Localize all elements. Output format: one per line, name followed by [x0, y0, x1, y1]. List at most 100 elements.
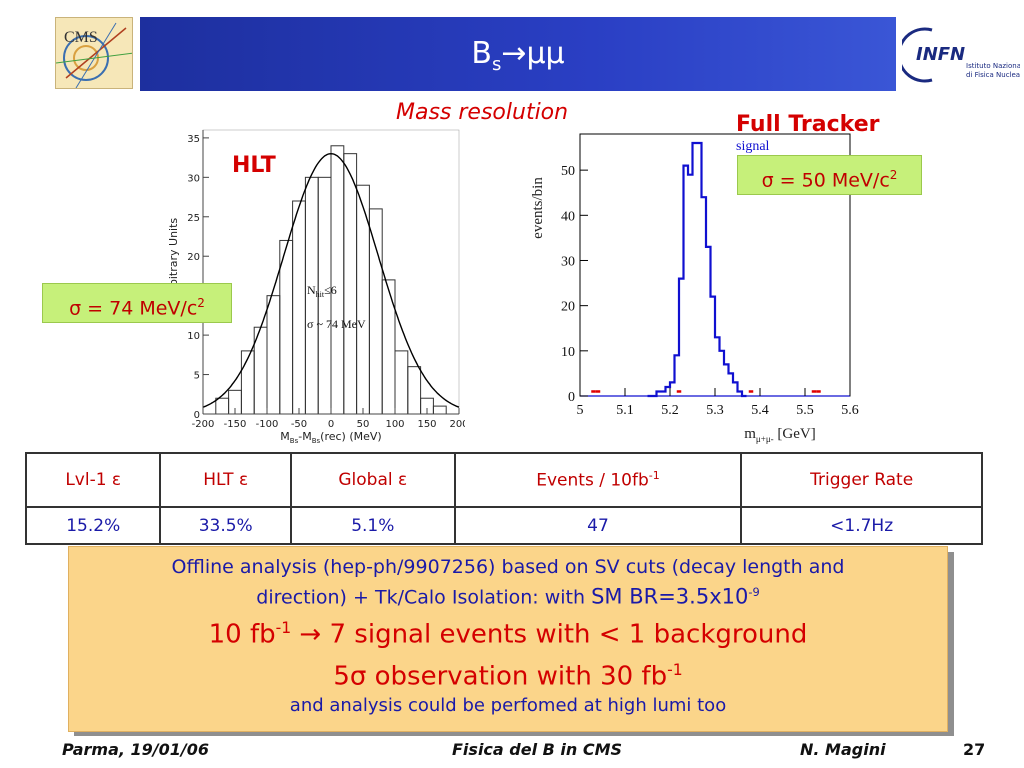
hlt-x-tick-label: 200	[449, 419, 465, 430]
table-header-row: Lvl-1 ε HLT ε Global ε Events / 10fb-1 T…	[24, 452, 983, 508]
footer-author: N. Magini	[800, 740, 886, 759]
table-header-events-sup: -1	[648, 469, 660, 483]
sigma-ft-text: σ = 50 MeV/c	[761, 169, 890, 192]
ft-x-tick-label: 5.3	[706, 403, 724, 418]
hlt-y-tick-label: 20	[187, 252, 200, 263]
title-sub: s	[491, 54, 502, 75]
hlt-histogram: -200-150-100-500501001502000510152025303…	[167, 129, 465, 445]
ft-x-tick-label: 5.5	[796, 403, 814, 418]
summary-line-2-b: SM BR=3.5x10	[591, 584, 749, 609]
hlt-y-tick-label: 5	[194, 371, 200, 382]
hlt-x-tick-label: 100	[385, 419, 404, 430]
footer-location-date: Parma, 19/01/06	[62, 740, 209, 759]
summary-line-5: and analysis could be perfomed at high l…	[289, 694, 727, 716]
infn-logo-sub1: Istituto Nazionale	[966, 62, 1020, 70]
table-header-cell: Trigger Rate	[740, 452, 983, 508]
title-rest: →μμ	[501, 36, 565, 71]
hlt-annotation-nhit-main: N	[307, 283, 316, 297]
ft-x-label-main: m	[744, 426, 756, 442]
table-cell: 33.5%	[159, 506, 292, 545]
hlt-x-tick-label: -150	[224, 419, 247, 430]
summary-line-3-a: 10 fb	[208, 619, 276, 650]
infn-logo: INFN Istituto Nazionale di Fisica Nuclea…	[897, 22, 1024, 86]
table-header-events-text: Events / 10fb	[536, 470, 649, 491]
summary-line-2-a: direction) + Tk/Calo Isolation: with	[256, 586, 592, 609]
infn-logo-text: INFN	[916, 44, 965, 65]
sigma-hlt-box: σ = 74 MeV/c2	[42, 283, 232, 323]
title-bar	[140, 17, 896, 91]
hlt-x-label-end: (rec) (MeV)	[320, 430, 382, 443]
hlt-label: HLT	[232, 153, 276, 178]
ft-x-tick-label: 5.2	[661, 403, 679, 418]
hlt-x-label-sub2: Bs	[312, 437, 321, 445]
ft-legend-signal: signal	[736, 139, 770, 154]
hlt-annotation-nhit: Nhit≤6	[307, 283, 337, 299]
hlt-y-tick-label: 35	[187, 134, 200, 145]
slide-title: Bs→μμ	[140, 17, 896, 91]
sigma-hlt-text: σ = 74 MeV/c	[69, 297, 198, 320]
ft-x-tick-label: 5.4	[751, 403, 769, 418]
infn-logo-sub2: di Fisica Nucleare	[966, 71, 1020, 79]
table-row: 15.2% 33.5% 5.1% 47 <1.7Hz	[24, 506, 983, 545]
summary-line-3-sup: -1	[275, 619, 292, 638]
summary-line-4: 5σ observation with 30 fb-1	[69, 653, 947, 694]
ft-y-tick-label: 10	[561, 345, 575, 360]
hlt-y-tick-label: 10	[187, 331, 200, 342]
ft-x-tick-label: 5.1	[616, 403, 634, 418]
page-number: 27	[963, 740, 986, 759]
table-cell: 15.2%	[24, 506, 162, 545]
table-header-cell: HLT ε	[159, 452, 292, 508]
hlt-annotation-sigma: σ ~ 74 MeV	[307, 317, 366, 331]
hlt-x-tick-label: -50	[291, 419, 307, 430]
hlt-gaussian-fit	[202, 152, 460, 408]
hlt-x-tick-label: -100	[256, 419, 279, 430]
table-header-cell: Lvl-1 ε	[24, 452, 162, 508]
summary-line-3-b: → 7 signal events with < 1 background	[291, 619, 808, 650]
table-header-cell: Events / 10fb-1	[453, 452, 743, 508]
hlt-x-label-sub1: Bs	[290, 437, 299, 445]
footer-title: Fisica del B in CMS	[452, 740, 623, 759]
full-tracker-label: Full Tracker	[736, 112, 880, 137]
ft-x-tick-label: 5.6	[841, 403, 859, 418]
summary-line-2: direction) + Tk/Calo Isolation: with SM …	[69, 580, 947, 610]
sigma-hlt-sup: 2	[197, 296, 205, 310]
cms-logo: CMS	[55, 17, 133, 89]
summary-line-2-sup: -9	[748, 585, 760, 599]
summary-line-4-a: 5σ observation with 30 fb	[333, 661, 668, 692]
table-header-cell: Global ε	[289, 452, 456, 508]
table-cell: 47	[453, 506, 743, 545]
hlt-y-tick-label: 25	[187, 213, 200, 224]
ft-signal-histogram	[647, 141, 747, 398]
ft-y-label: events/bin	[530, 177, 546, 239]
table-cell: 5.1%	[289, 506, 456, 545]
ft-y-tick-label: 40	[561, 209, 575, 224]
summary-box: Offline analysis (hep-ph/9907256) based …	[68, 546, 948, 732]
cms-logo-text: CMS	[64, 29, 98, 46]
table-cell: <1.7Hz	[740, 506, 983, 545]
ft-x-label-end: [GeV]	[774, 426, 816, 442]
hlt-x-label-mid: -M	[298, 430, 311, 443]
summary-line-3: 10 fb-1 → 7 signal events with < 1 backg…	[69, 610, 947, 653]
ft-y-tick-label: 0	[568, 390, 575, 405]
hlt-annotation-nhit-end: ≤6	[324, 283, 337, 297]
ft-y-tick-label: 30	[561, 254, 575, 269]
ft-y-tick-label: 50	[561, 164, 575, 179]
hlt-x-tick-label: 50	[357, 419, 370, 430]
summary-line-4-sup: -1	[667, 660, 683, 679]
efficiency-table: Lvl-1 ε HLT ε Global ε Events / 10fb-1 T…	[24, 452, 983, 545]
hlt-x-tick-label: -200	[192, 419, 215, 430]
hlt-y-tick-label: 30	[187, 173, 200, 184]
hlt-x-label-main: M	[280, 430, 290, 443]
ft-y-tick-label: 20	[561, 300, 575, 315]
hlt-x-tick-label: 0	[328, 419, 334, 430]
sigma-ft-sup: 2	[889, 168, 898, 182]
ft-x-tick-label: 5	[577, 403, 584, 418]
ft-x-label: mμ+μ- [GeV]	[744, 426, 815, 444]
summary-line-1: Offline analysis (hep-ph/9907256) based …	[171, 556, 845, 578]
hlt-y-label: Arbitrary Units	[167, 218, 180, 299]
ft-x-label-sub: μ+μ-	[756, 434, 774, 444]
hlt-x-tick-label: 150	[417, 419, 436, 430]
hlt-x-label: MBs-MBs(rec) (MeV)	[280, 430, 381, 445]
mass-resolution-label: Mass resolution	[396, 100, 569, 125]
sigma-ft-box: σ = 50 MeV/c2	[737, 155, 922, 195]
